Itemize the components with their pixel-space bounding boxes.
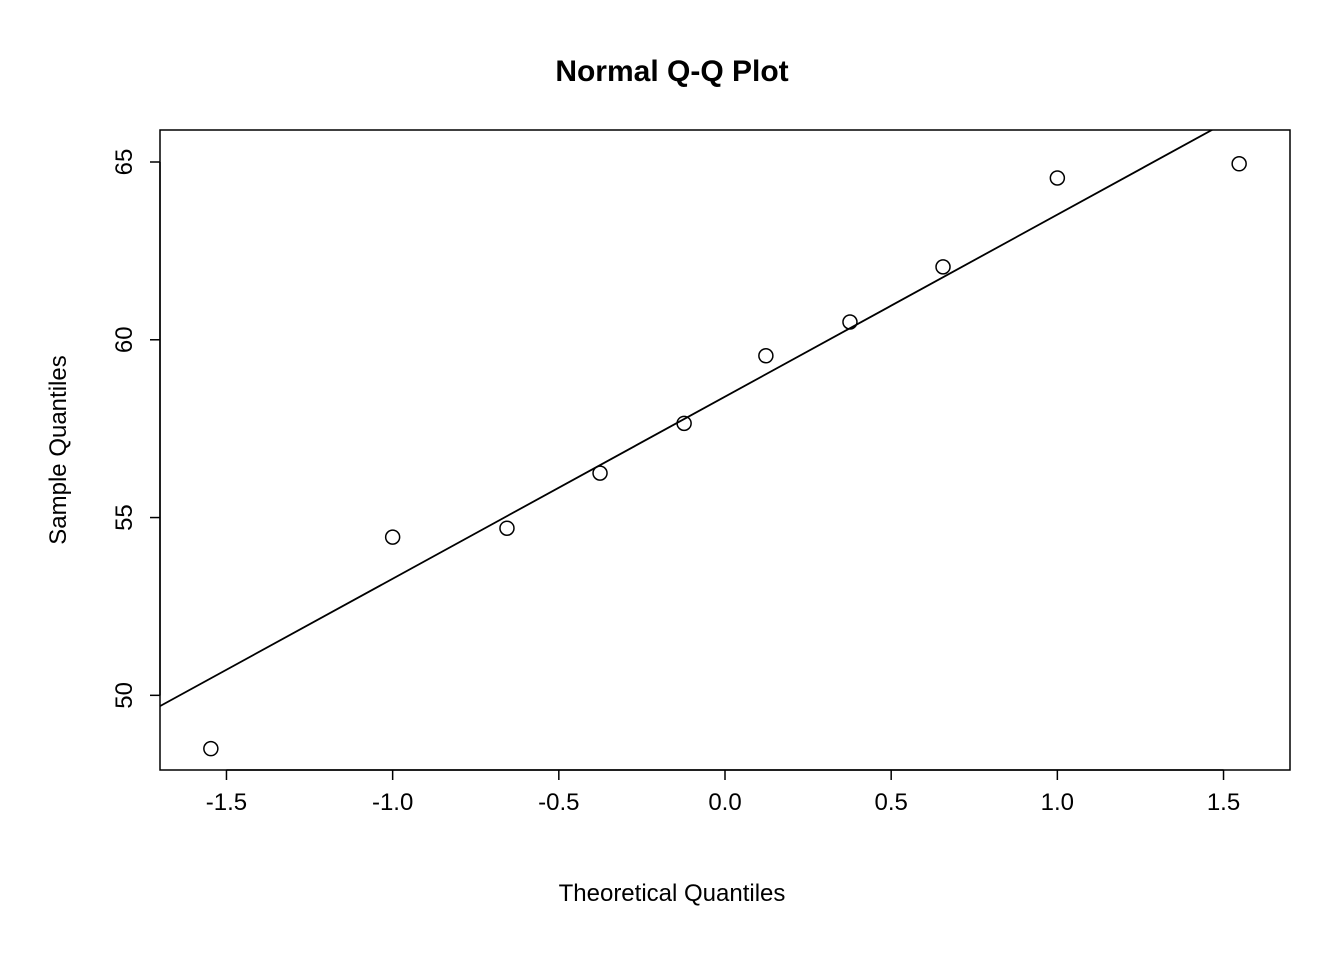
data-point	[843, 315, 857, 329]
x-tick-label: 0.5	[874, 789, 907, 816]
data-point	[593, 466, 607, 480]
x-tick-label: -0.5	[538, 789, 579, 816]
plot-frame	[160, 130, 1290, 770]
x-tick-label: 1.5	[1207, 789, 1240, 816]
x-tick-label: 1.0	[1041, 789, 1074, 816]
x-tick-label: 0.0	[708, 789, 741, 816]
chart-container: { "chart": { "type": "scatter-qq", "titl…	[0, 0, 1344, 960]
data-point	[936, 260, 950, 274]
data-point	[204, 742, 218, 756]
y-tick-label: 65	[111, 149, 138, 176]
data-point	[500, 521, 514, 535]
data-point	[386, 530, 400, 544]
x-tick-label: -1.0	[372, 789, 413, 816]
qq-reference-line	[160, 87, 1290, 706]
x-tick-label: -1.5	[206, 789, 247, 816]
data-point	[1050, 171, 1064, 185]
plot-svg: -1.5 -1.0 -0.5 0.0 0.5 1.0 1.5 50 55 60 65	[0, 0, 1344, 960]
data-point	[759, 349, 773, 363]
y-tick-label: 55	[111, 504, 138, 531]
y-tick-label: 50	[111, 682, 138, 709]
y-tick-label: 60	[111, 326, 138, 353]
data-point	[1232, 157, 1246, 171]
